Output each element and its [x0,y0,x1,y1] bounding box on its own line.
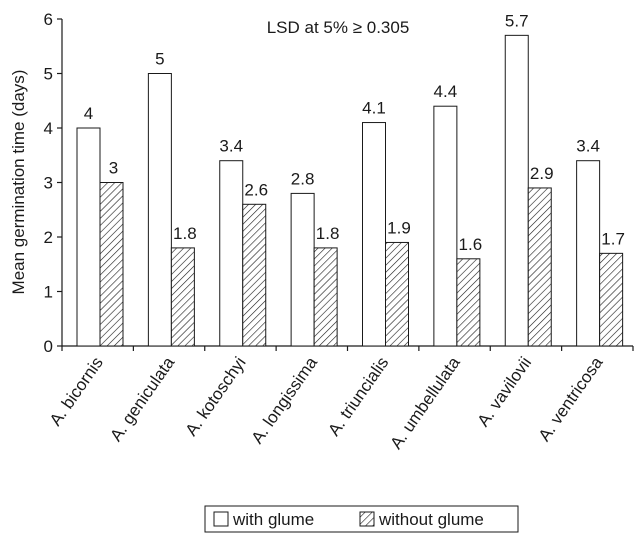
value-labels: 4 3 5 1.8 3.4 2.6 2.8 1.8 4.1 1.9 4.4 1.6 5.7 2.9 3.4 1… [84,11,625,253]
y-tick-label: 2 [44,228,53,247]
y-tick-label: 5 [44,65,53,84]
bar-with-glume [290,192,315,347]
bar-value-label: 4.4 [434,82,458,101]
bar-with-glume [504,34,529,347]
x-category-label: A. bicornis [46,353,107,429]
y-tick-label: 4 [44,119,53,138]
bar-value-label: 2.6 [244,180,268,199]
bar-value-label: 1.8 [316,224,340,243]
bar-without-glume [385,241,409,347]
x-category-label: A. umbellulata [386,353,464,453]
bar-with-glume [576,160,601,347]
y-tick-label: 6 [44,10,53,29]
bar-without-glume [456,258,481,347]
bar-with-glume [76,127,101,347]
legend-swatch-without-glume [359,511,375,527]
bar-value-label: 1.9 [387,218,411,237]
x-category-label: A. ventricosa [535,353,607,445]
bar-value-label: 3.4 [219,137,243,156]
legend-label-without-glume: without glume [378,510,484,529]
bars [76,34,624,347]
bar-value-label: 1.8 [173,224,197,243]
bar-value-label: 1.6 [459,235,483,254]
bar-value-label: 5.7 [505,11,529,30]
bar-value-label: 3.4 [576,137,600,156]
x-category-label: A. vavilovii [474,353,536,430]
bar-with-glume [147,73,172,347]
y-axis-label: Mean germination time (days) [9,70,28,295]
bar-with-glume [362,122,386,347]
y-tick-label: 1 [44,283,53,302]
legend-swatch-with-glume [213,511,229,527]
y-tick-label: 0 [44,337,53,356]
legend: with glume without glume [204,505,519,533]
y-tick-label: 3 [44,174,53,193]
bar-value-label: 5 [155,50,164,69]
lsd-annotation: LSD at 5% ≥ 0.305 [267,18,410,37]
bar-without-glume [313,247,338,347]
bar-value-label: 1.7 [601,229,625,248]
bar-without-glume [599,252,624,347]
bar-with-glume [433,105,458,347]
x-category-label: A. longissima [248,353,322,447]
bar-without-glume [99,182,124,347]
bar-value-label: 3 [109,159,118,178]
bar-with-glume [219,160,244,347]
bar-without-glume [170,247,195,347]
bar-without-glume [242,203,267,347]
x-category-label: A. geniculata [106,353,178,445]
bar-value-label: 2.8 [291,169,315,188]
bar-value-label: 4.1 [362,99,386,118]
legend-label-with-glume: with glume [232,510,314,529]
bar-without-glume [527,187,552,347]
x-category-label: A. kotoschyi [182,353,250,439]
bar-value-label: 4 [84,104,93,123]
x-category-label: A. triuncialis [324,353,392,439]
bar-value-label: 2.9 [530,164,554,183]
